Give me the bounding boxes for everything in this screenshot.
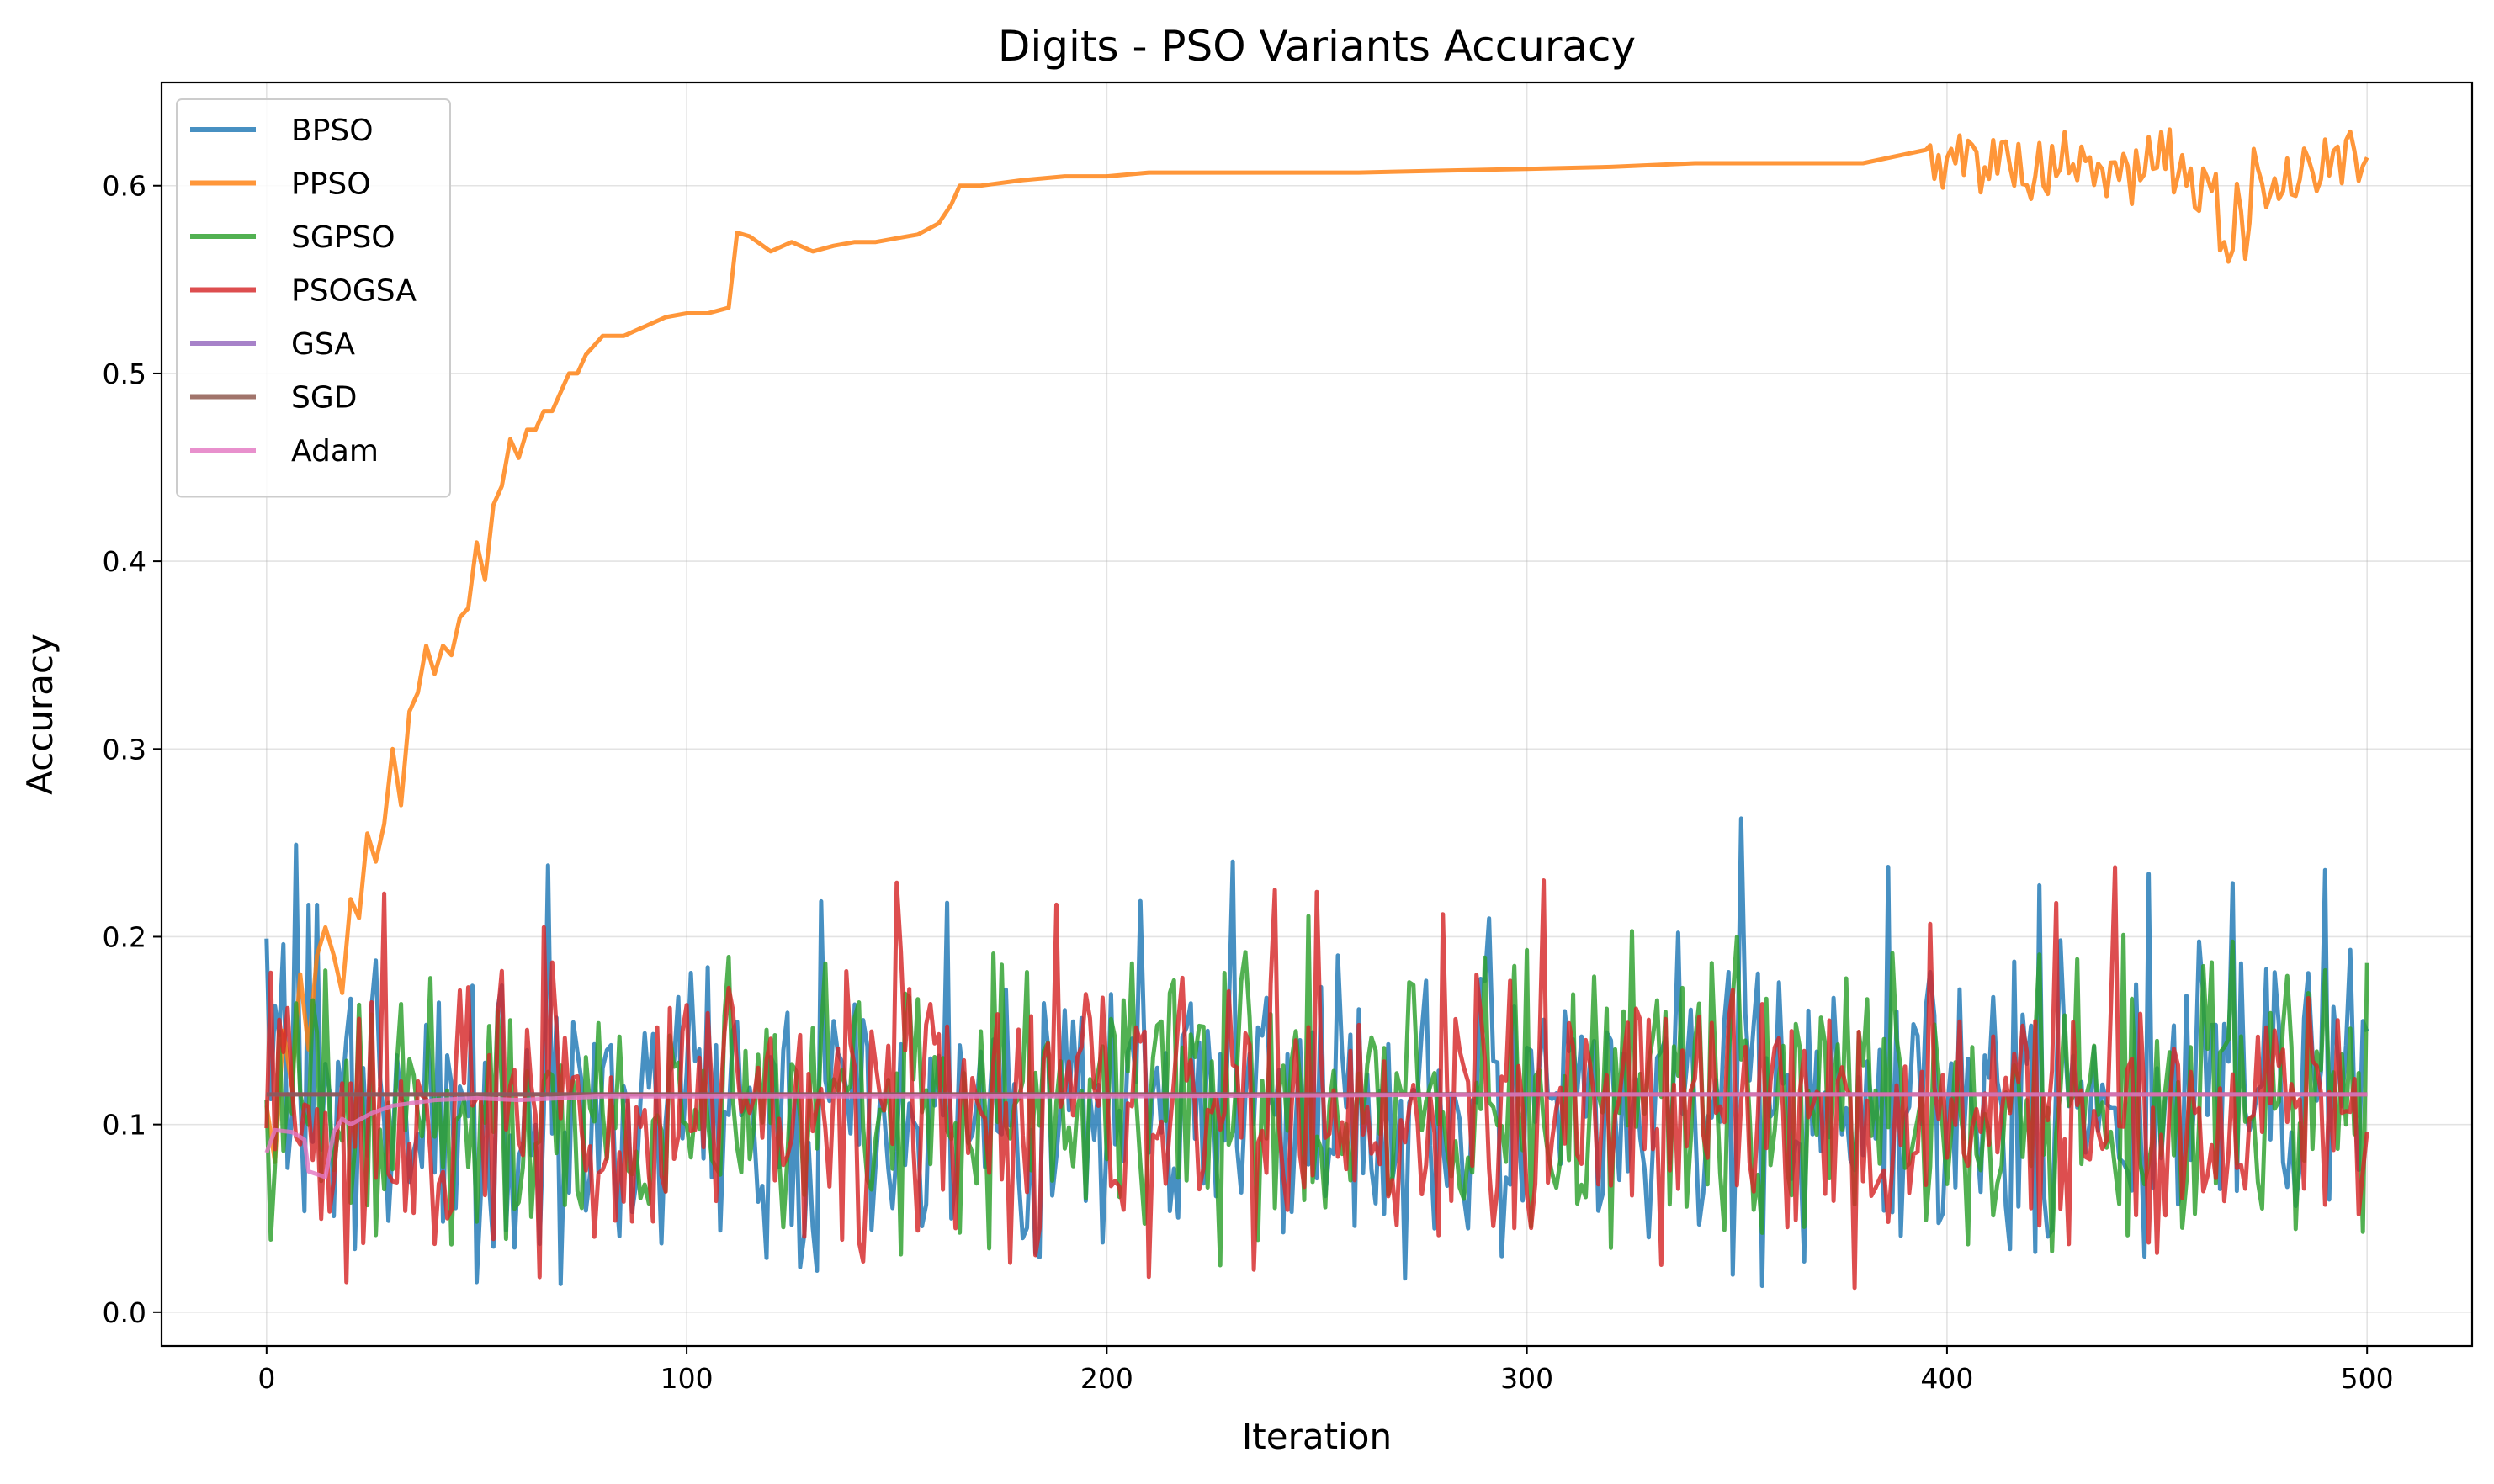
x-tick-label: 0	[257, 1362, 275, 1395]
y-tick-label: 0.0	[103, 1296, 146, 1329]
x-axis-label: Iteration	[1242, 1416, 1392, 1457]
legend-label-ppso: PPSO	[291, 167, 371, 202]
y-axis-label: Accuracy	[19, 633, 61, 795]
x-tick-label: 300	[1500, 1362, 1553, 1395]
plot-frame	[160, 81, 2474, 1348]
x-tick-label: 500	[2341, 1362, 2394, 1395]
y-tick-label: 0.3	[103, 733, 146, 766]
x-tick-label: 200	[1080, 1362, 1133, 1395]
legend-label-bpso: BPSO	[291, 114, 374, 148]
series-line-adam	[264, 1092, 2368, 1179]
legend-label-adam: Adam	[291, 434, 379, 469]
legend: BPSO PPSO SGPSO PSOGSA GSA SGD Adam	[176, 98, 451, 498]
legend-label-sgpso: SGPSO	[291, 220, 395, 255]
legend-label-gsa: GSA	[291, 327, 355, 362]
y-tick-label: 0.2	[103, 920, 146, 953]
series-layer	[264, 127, 2369, 1291]
series-line-ppso	[264, 127, 2369, 1164]
x-tick-label: 400	[1920, 1362, 1973, 1395]
y-tick-label: 0.6	[103, 170, 146, 203]
series-line-psogsa	[264, 865, 2369, 1291]
legend-label-sgd: SGD	[291, 381, 357, 416]
y-tick-label: 0.5	[103, 358, 146, 390]
y-tick-label: 0.4	[103, 545, 146, 578]
x-tick-label: 100	[661, 1362, 714, 1395]
legend-label-psogsa: PSOGSA	[291, 274, 417, 309]
chart-title: Digits - PSO Variants Accuracy	[998, 22, 1636, 71]
y-tick-label: 0.1	[103, 1109, 146, 1142]
ticks: 0 100 200 300 400 500 0.0 0.1 0.2 0.3 0.4 0.5 0.6	[103, 170, 2394, 1395]
